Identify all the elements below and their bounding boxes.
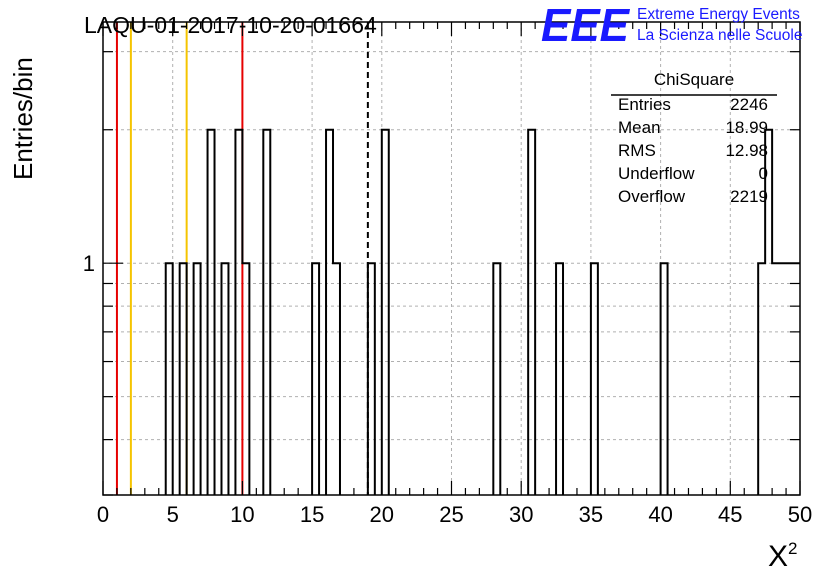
stats-label: Overflow <box>618 187 686 206</box>
x-axis-ticks: 0 5 10 15 20 25 30 35 40 45 50 <box>97 22 812 527</box>
x-axis-label: X2 <box>768 539 797 572</box>
x-tick-label: 45 <box>718 502 742 527</box>
stats-label: Mean <box>618 118 661 137</box>
chart-title: LAQU-01-2017-10-20-01664 <box>84 12 377 38</box>
stats-value: 2219 <box>730 187 768 206</box>
x-tick-label: 20 <box>370 502 394 527</box>
x-tick-label: 15 <box>300 502 324 527</box>
histogram-outline <box>164 128 800 495</box>
stats-value: 18.99 <box>725 118 768 137</box>
x-tick-label: 30 <box>509 502 533 527</box>
stats-label: RMS <box>618 141 656 160</box>
logo-line-1: Extreme Energy Events <box>637 6 800 23</box>
stats-box: ChiSquare Entries 2246 Mean 18.99 RMS 12… <box>611 70 777 206</box>
x-tick-label: 0 <box>97 502 109 527</box>
logo-line-2: La Scienza nelle Scuole <box>637 27 802 44</box>
y-tick-label: 1 <box>83 251 95 276</box>
stats-label: Entries <box>618 95 671 114</box>
y-axis-ticks: 1 <box>83 51 800 496</box>
eee-logo: EEE Extreme Energy Events La Scienza nel… <box>541 0 802 51</box>
x-axis-label-sup: 2 <box>788 539 797 558</box>
x-tick-label: 50 <box>788 502 812 527</box>
y-axis-label: Entries/bin <box>8 57 38 180</box>
logo-letters: EEE <box>541 0 630 51</box>
stats-value: 0 <box>759 164 768 183</box>
x-tick-label: 10 <box>230 502 254 527</box>
x-tick-label: 25 <box>439 502 463 527</box>
stats-value: 2246 <box>730 95 768 114</box>
stats-title: ChiSquare <box>654 70 734 89</box>
stats-label: Underflow <box>618 164 695 183</box>
x-axis-label-base: X <box>768 540 788 572</box>
x-tick-label: 40 <box>648 502 672 527</box>
stats-value: 12.98 <box>725 141 768 160</box>
x-tick-label: 5 <box>167 502 179 527</box>
x-tick-label: 35 <box>579 502 603 527</box>
